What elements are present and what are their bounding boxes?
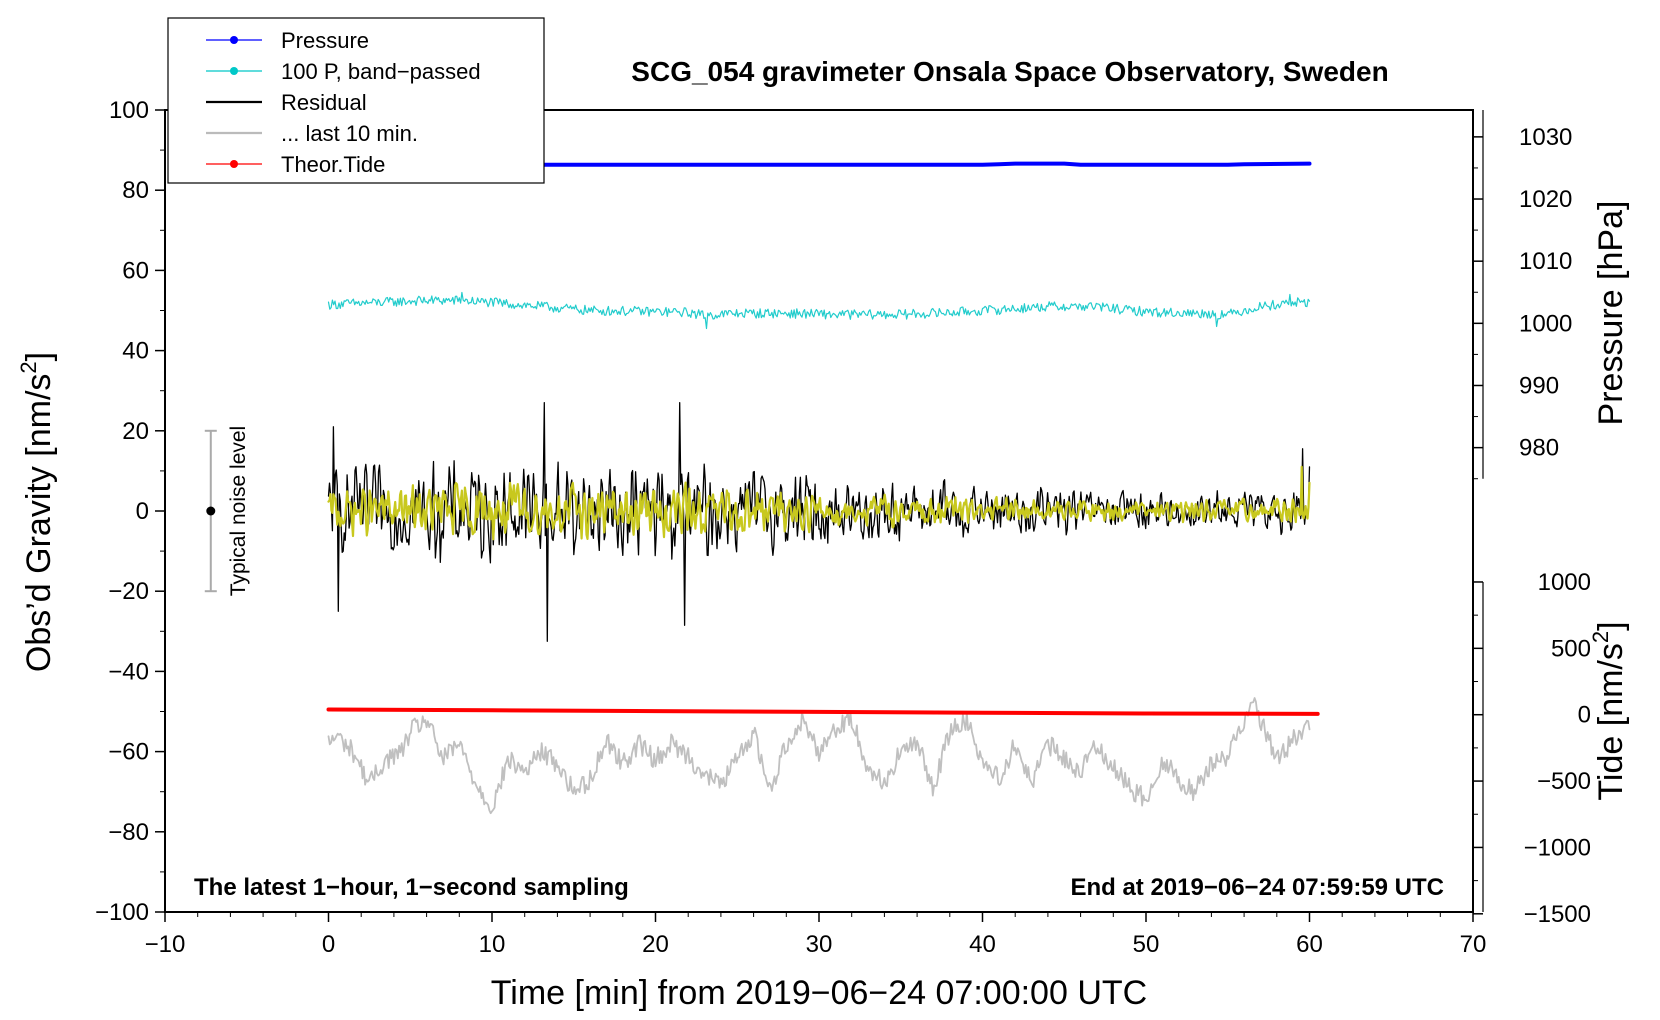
noise-level-indicator <box>204 429 217 593</box>
pressure-tick-label: 990 <box>1519 372 1559 399</box>
y-tick-label: 40 <box>122 338 149 365</box>
y-tick-label: −100 <box>95 899 149 926</box>
series-theor-tide <box>326 707 1320 716</box>
x-tick-labels: −10 0 10 20 30 40 50 60 70 <box>145 931 1487 958</box>
series-pressure <box>326 161 1312 167</box>
y-axis-title-superscript: 2 <box>16 361 41 373</box>
legend-marker-theor-tide <box>230 160 238 168</box>
tide-tick-label: 0 <box>1578 702 1591 729</box>
pressure-tick-label: 1020 <box>1519 186 1572 213</box>
tide-tick-labels: −1500 −1000 −500 0 500 1000 <box>1524 569 1591 928</box>
legend-box <box>167 17 545 184</box>
y-tick-label: 60 <box>122 257 149 284</box>
x-axis-title: Time [min] from 2019−06−24 07:00:00 UTC <box>491 974 1147 1012</box>
x-tick-label: 10 <box>479 931 506 958</box>
x-tick-label: 60 <box>1296 931 1323 958</box>
tide-tick-label: 500 <box>1551 635 1591 662</box>
legend-marker-pressure <box>230 36 238 44</box>
y-tick-label: 20 <box>122 418 149 445</box>
y-axis-title-gravity: Obs’d Gravity [nm/s2] <box>16 352 58 672</box>
pressure-tick-label: 1000 <box>1519 310 1572 337</box>
legend-items: Pressure 100 P, band−passed Residual ... la… <box>206 28 481 177</box>
legend-label-last-10-min: ... last 10 min. <box>281 121 418 146</box>
series-smoothed <box>327 465 1311 541</box>
noise-bar-dot <box>206 506 216 516</box>
legend-label-pressure: Pressure <box>281 28 369 53</box>
x-tick-label: 50 <box>1133 931 1160 958</box>
pressure-tick-labels: 980 990 1000 1010 1020 1030 <box>1519 124 1572 462</box>
tide-tick-label: −1000 <box>1524 834 1591 861</box>
y-tick-labels: −100 −80 −60 −40 −20 0 20 40 60 80 100 <box>95 97 149 926</box>
series-100-p-band-passed <box>327 291 1311 330</box>
noise-level-label: Typical noise level <box>227 426 250 596</box>
y-tick-label: −20 <box>108 578 149 605</box>
x-tick-label: 0 <box>322 931 335 958</box>
y-tick-label: −80 <box>108 819 149 846</box>
annotation-end-time: End at 2019−06−24 07:59:59 UTC <box>1070 874 1444 901</box>
legend-label-residual: Residual <box>281 90 367 115</box>
legend: Pressure 100 P, band−passed Residual ... la… <box>167 17 545 184</box>
legend-marker-100-p-band-passed <box>230 67 238 75</box>
y-axis-title-close: ] <box>20 352 58 361</box>
y-axis-title-tide: Tide [nm/s2] <box>1588 621 1630 800</box>
x-tick-label: 20 <box>642 931 669 958</box>
x-tick-label: 70 <box>1460 931 1487 958</box>
x-tick-label: 40 <box>969 931 996 958</box>
tide-tick-label: 1000 <box>1538 569 1591 596</box>
tide-title-superscript: 2 <box>1588 631 1613 643</box>
y-tick-label: −60 <box>108 739 149 766</box>
y-axis-title-pressure: Pressure [hPa] <box>1592 201 1630 426</box>
y-tick-label: 80 <box>122 177 149 204</box>
y-axis-title-text: Obs’d Gravity [nm/s <box>20 374 58 673</box>
pressure-tick-label: 1030 <box>1519 124 1572 151</box>
series-layer <box>326 161 1320 815</box>
tide-tick-label: −1500 <box>1524 901 1591 928</box>
annotation-sampling: The latest 1−hour, 1−second sampling <box>194 874 629 901</box>
tide-tick-label: −500 <box>1537 768 1591 795</box>
y-tick-label: 0 <box>136 498 149 525</box>
y-tick-label: −40 <box>108 658 149 685</box>
tide-title-close: ] <box>1592 621 1630 630</box>
series-last-10-min <box>327 697 1311 815</box>
x-tick-label: −10 <box>145 931 186 958</box>
tide-title-text: Tide [nm/s <box>1592 643 1630 800</box>
legend-label-theor-tide: Theor.Tide <box>281 152 385 177</box>
pressure-tick-label: 980 <box>1519 435 1559 462</box>
chart-title: SCG_054 gravimeter Onsala Space Observat… <box>631 56 1388 87</box>
y-tick-label: 100 <box>109 97 149 124</box>
pressure-tick-label: 1010 <box>1519 248 1572 275</box>
legend-label-100-p-band-passed: 100 P, band−passed <box>281 59 481 84</box>
x-tick-label: 30 <box>806 931 833 958</box>
tick-marks <box>155 109 1484 922</box>
